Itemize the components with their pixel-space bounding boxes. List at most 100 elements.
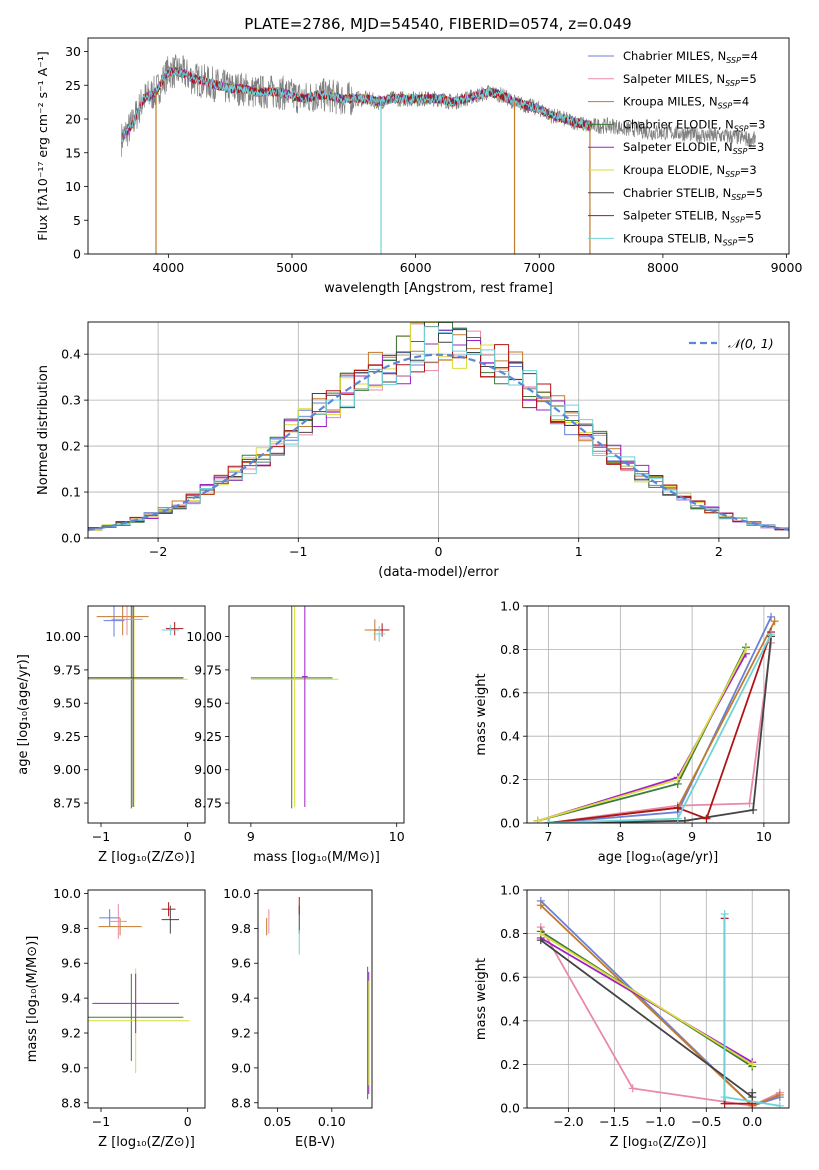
spectrum-panel: 4000 5000 6000 7000 8000 9000 0 5 10 15 20 25 30 wave… <box>35 37 802 296</box>
errorbars <box>266 896 370 1100</box>
histogram-lines <box>88 322 789 533</box>
x-tick-label: 9 <box>247 829 255 844</box>
y-tick-label: 8.8 <box>231 1095 251 1110</box>
weight-series-line <box>540 932 753 1066</box>
weight-series-line <box>540 937 753 1063</box>
weight-series-line <box>723 918 753 1105</box>
y-tick-label: 9.6 <box>231 956 251 971</box>
y-tick-label: 9.25 <box>53 729 81 744</box>
y-tick-label: 20 <box>65 112 81 127</box>
x-tick-label: −1 <box>92 1114 110 1129</box>
legend-label: Kroupa MILES, NSSP=4 <box>623 95 749 111</box>
x-tick-label: −2.0 <box>553 1114 583 1129</box>
y-axis-label: mass weight <box>474 673 489 755</box>
x-tick-label: −1 <box>289 544 307 559</box>
x-tick-label: 6000 <box>400 260 432 275</box>
y-tick-label: 0.0 <box>500 1101 520 1116</box>
y-tick-label: 9.0 <box>231 1060 251 1075</box>
y-tick-label: 5 <box>73 213 81 228</box>
y-tick-label: 9.50 <box>194 696 222 711</box>
y-tick-label: 25 <box>65 78 81 93</box>
y-axis-label: mass weight <box>474 958 489 1040</box>
x-tick-label: 4000 <box>152 260 184 275</box>
legend-label: Salpeter MILES, NSSP=5 <box>623 72 757 88</box>
legend-label: 𝒩(0, 1) <box>728 336 774 351</box>
x-tick-label: −1.5 <box>599 1114 629 1129</box>
weight-series-line <box>548 631 772 823</box>
normal-curve <box>88 353 789 531</box>
y-tick-label: 10.00 <box>186 629 222 644</box>
axes-frame <box>87 889 206 1109</box>
x-tick-label: 9 <box>688 829 696 844</box>
y-tick-label: 0.4 <box>500 729 520 744</box>
y-tick-label: 10 <box>65 179 81 194</box>
y-tick-label: 9.4 <box>61 991 81 1006</box>
y-tick-label: 9.75 <box>194 662 222 677</box>
y-tick-label: 0.8 <box>500 926 520 941</box>
x-tick-label: 1 <box>575 544 583 559</box>
residuals-panel: −2 −1 0 1 2 0.0 0.1 0.2 0.3 0.4 (data-model)/error… <box>36 321 790 580</box>
x-tick-label: −2 <box>149 544 167 559</box>
weight-vs-age-panel: 7 8 9 10 0.0 0.2 0.4 0.6 0.8 1.0 age [log₁₀(age/yr… <box>474 599 790 865</box>
y-axis-label: age [log₁₀(age/yr)] <box>16 654 31 775</box>
y-tick-label: 10.0 <box>223 886 251 901</box>
x-tick-label: 8 <box>616 829 624 844</box>
x-tick-label: −1.0 <box>645 1114 675 1129</box>
axes-frame <box>526 605 790 824</box>
x-axis-label: Z [log₁₀(Z/Z⊙)] <box>98 1135 195 1150</box>
legend-label: Kroupa ELODIE, NSSP=3 <box>623 163 757 179</box>
x-axis-label: (data-model)/error <box>378 565 499 580</box>
y-tick-label: 9.8 <box>231 921 251 936</box>
weight-series-line <box>548 636 772 823</box>
axes-frame <box>87 605 206 824</box>
errorbars <box>88 902 190 1074</box>
mass-vs-z-panel: −1 0 8.8 9.0 9.2 9.4 9.6 9.8 10.0 Z [log₁₀(Z/Z⊙)]… <box>25 886 206 1150</box>
y-tick-label: 0.2 <box>500 1057 520 1072</box>
spectrum-model-line <box>121 67 592 143</box>
y-tick-label: 9.75 <box>53 662 81 677</box>
x-tick-label: 0 <box>435 544 443 559</box>
y-tick-label: 9.0 <box>61 1060 81 1075</box>
x-axis-label: E(B-V) <box>295 1135 335 1150</box>
x-tick-label: −0.5 <box>691 1114 721 1129</box>
weight-vs-z-panel: −2.0 −1.5 −1.0 −0.5 0.0 0.0 0.2 0.4 0.6 0.8 1.0 Z [… <box>474 883 790 1150</box>
x-tick-label: 0.0 <box>742 1114 762 1129</box>
y-tick-label: 9.2 <box>61 1026 81 1041</box>
y-tick-label: 9.2 <box>231 1026 251 1041</box>
y-tick-label: 9.8 <box>61 921 81 936</box>
y-tick-label: 8.75 <box>53 796 81 811</box>
y-tick-label: 10.0 <box>53 886 81 901</box>
y-tick-label: 0.6 <box>500 685 520 700</box>
y-axis-label: Normed distribution <box>36 365 51 495</box>
errorbars <box>250 606 390 809</box>
histogram-step <box>88 326 789 532</box>
y-tick-label: 9.00 <box>194 762 222 777</box>
y-axis-label: mass [log₁₀(M/M⊙)] <box>25 936 40 1063</box>
x-axis-label: age [log₁₀(age/yr)] <box>598 850 719 865</box>
axes-frame <box>526 889 790 1109</box>
spectrum-lines <box>121 54 756 254</box>
x-axis-label: Z [log₁₀(Z/Z⊙)] <box>610 1135 707 1150</box>
weight-series-line <box>540 926 781 1107</box>
x-tick-label: 0.10 <box>318 1114 346 1129</box>
y-tick-label: 0.4 <box>500 1013 520 1028</box>
legend: Chabrier MILES, NSSP=4 Salpeter MILES, NS… <box>588 49 765 247</box>
y-tick-label: 0.4 <box>61 347 81 362</box>
x-tick-label: 8000 <box>647 260 679 275</box>
weight-series-line <box>548 616 772 823</box>
y-tick-label: 0.3 <box>61 393 81 408</box>
x-axis-label: Z [log₁₀(Z/Z⊙)] <box>98 850 195 865</box>
y-tick-label: 1.0 <box>500 599 520 614</box>
y-tick-label: 9.6 <box>61 956 81 971</box>
y-tick-label: 0.1 <box>61 485 81 500</box>
x-tick-label: 7000 <box>523 260 555 275</box>
axes-frame <box>87 321 790 539</box>
axes-frame <box>228 605 405 824</box>
y-tick-label: 0 <box>73 247 81 262</box>
y-tick-label: 8.8 <box>61 1095 81 1110</box>
errorbars <box>88 606 188 809</box>
mass-vs-ebv-panel: 0.05 0.10 8.8 9.0 9.2 9.4 9.6 9.8 10.0 E(B-V) <box>223 886 373 1150</box>
x-tick-label: 0 <box>184 1114 192 1129</box>
y-axis-label: Flux [fλ10⁻¹⁷ erg cm⁻² s⁻¹ A⁻¹] <box>35 51 50 240</box>
